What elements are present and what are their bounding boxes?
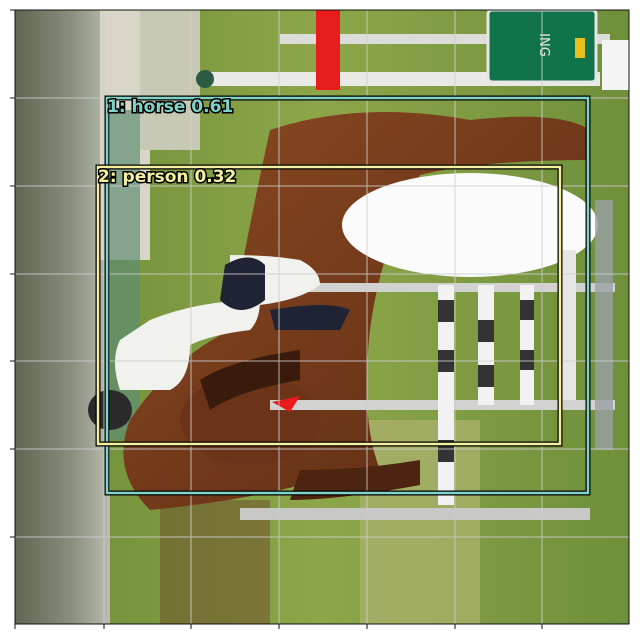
- detection-label-horse: 1: horse 0.61: [107, 97, 233, 117]
- white-oval-panel: [342, 173, 598, 277]
- detection-label-person: 2: person 0.32: [98, 167, 236, 187]
- jump-uprights: [438, 200, 613, 505]
- detection-box-person: 2: person 0.32: [95, 164, 563, 447]
- red-post: [316, 10, 340, 90]
- svg-text:ING: ING: [536, 33, 551, 57]
- axes-frame: [10, 9, 630, 629]
- jump-pole-3: [240, 508, 590, 520]
- detection-box-horse: 1: horse 0.61: [104, 95, 591, 496]
- trees-left: [15, 10, 110, 624]
- gridlines: [15, 10, 629, 624]
